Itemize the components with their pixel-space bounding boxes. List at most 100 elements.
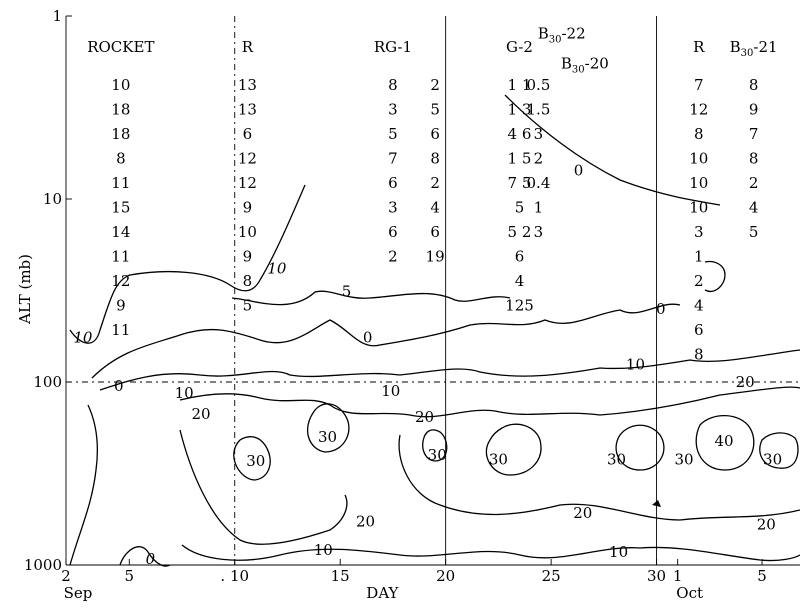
contour-label: 30 — [674, 450, 693, 468]
contour-line — [695, 414, 755, 471]
column-header: R — [693, 38, 705, 56]
x-tick-label: 5 — [757, 567, 767, 585]
column-value: 1 — [534, 199, 544, 217]
column-value: 12 — [238, 174, 257, 192]
column-value: 6 — [515, 248, 525, 266]
column-value: 19 — [426, 248, 445, 266]
column-value: 9 — [116, 297, 126, 315]
column-value: 8 — [430, 150, 440, 168]
month-label: Oct — [676, 584, 703, 602]
contour-label: 30 — [318, 428, 337, 446]
plot-frame — [65, 16, 800, 566]
x-tick-label: 15 — [331, 567, 350, 585]
contour-label: 10 — [175, 384, 194, 402]
annotations: ROCKET10181881115141112911R1313612129109… — [73, 25, 782, 569]
contour-line — [181, 544, 800, 562]
contour-label: 10 — [381, 382, 400, 400]
column-value: 5 — [430, 101, 440, 119]
contour-label: 20 — [757, 515, 776, 533]
column-value: 3 — [534, 125, 544, 143]
contour-line — [179, 386, 800, 418]
column-value: 7 5 — [508, 174, 532, 192]
column-value: 10 — [689, 150, 708, 168]
column-value: 10 — [111, 76, 130, 94]
contour-line — [759, 432, 799, 469]
contour-label: 10 — [609, 543, 628, 561]
x-tick-label: 5 — [125, 567, 135, 585]
column-value: 6 — [430, 223, 440, 241]
x-tick-label: 30 — [647, 567, 666, 585]
contour-label: 0 — [363, 328, 373, 346]
column-value: 8 — [694, 125, 704, 143]
column-value: 8 — [388, 76, 398, 94]
column-value: 5 — [515, 199, 525, 217]
column-value: 11 — [111, 248, 130, 266]
contour-line — [99, 349, 800, 391]
column-header: R — [242, 38, 254, 56]
contour-line — [485, 423, 542, 476]
annotation-label: B30-20 — [561, 54, 609, 75]
column-value: 6 — [430, 125, 440, 143]
contour-line — [179, 429, 348, 545]
column-value: 4 — [515, 272, 525, 290]
contour-line — [91, 303, 681, 379]
column-value: 1 3 — [508, 101, 532, 119]
column-value: 6 — [243, 125, 253, 143]
contour-label: 0 — [114, 377, 124, 395]
column-value: 0.5 — [527, 76, 551, 94]
column-header: RG-1 — [374, 38, 412, 56]
column-value: 5 2 — [508, 223, 532, 241]
contour-label: 20 — [736, 373, 755, 391]
column-value: 125 — [505, 297, 534, 315]
column-value: 15 — [111, 199, 130, 217]
column-value: 1 — [694, 248, 704, 266]
month-label: Sep — [64, 584, 93, 602]
column-value: 8 — [749, 150, 759, 168]
contour-label: 30 — [489, 450, 508, 468]
column-value: 18 — [111, 125, 130, 143]
x-tick-label: 20 — [436, 567, 455, 585]
column-value: 2 — [430, 76, 440, 94]
column-value: 2 — [430, 174, 440, 192]
contour-label: 30 — [246, 452, 265, 470]
column-value: 8 — [749, 76, 759, 94]
column-value: 2 — [749, 174, 759, 192]
contour-line — [233, 436, 271, 481]
column-value: 8 — [243, 272, 253, 290]
column-value: 13 — [238, 76, 257, 94]
column-value: 12 — [238, 150, 257, 168]
column-value: 4 — [430, 199, 440, 217]
column-value: 7 — [388, 150, 398, 168]
contour-line — [69, 404, 99, 566]
contour-label: 10 — [314, 541, 333, 559]
column-value: 2 — [534, 150, 544, 168]
contour-label: 0 — [574, 162, 584, 180]
column-value: 12 — [111, 272, 130, 290]
column-value: 6 — [388, 174, 398, 192]
contour-label: 30 — [763, 450, 782, 468]
annotation-label: B30-22 — [538, 25, 586, 46]
column-value: 5 — [243, 297, 253, 315]
column-header: G-2 — [506, 38, 533, 56]
contour-label: 30 — [607, 450, 626, 468]
contour-line — [615, 424, 665, 471]
column-value: 3 — [534, 223, 544, 241]
column-value: 5 — [749, 223, 759, 241]
contour-line — [69, 184, 306, 344]
column-value: 7 — [694, 76, 704, 94]
contour-label: 10 — [626, 355, 645, 373]
y-tick-label: 1000 — [24, 556, 62, 574]
column-value: 2 — [694, 272, 704, 290]
column-value: 9 — [243, 248, 253, 266]
y-tick-label: 10 — [43, 190, 62, 208]
column-value: 4 — [694, 297, 704, 315]
contour-line — [504, 94, 721, 206]
contour-label: 0 — [656, 300, 666, 318]
column-value: 3 — [694, 223, 704, 241]
x-axis-label: DAY — [366, 584, 399, 602]
contour-line — [119, 546, 171, 567]
contour-line — [398, 434, 800, 521]
